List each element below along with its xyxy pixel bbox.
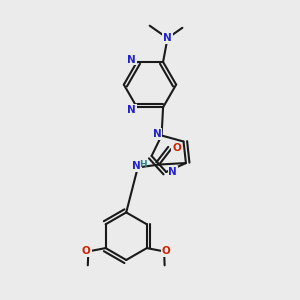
Text: O: O <box>162 246 170 256</box>
Text: N: N <box>163 33 172 43</box>
Text: H: H <box>139 160 147 169</box>
Text: N: N <box>132 161 141 171</box>
Text: N: N <box>153 129 161 139</box>
Text: O: O <box>82 246 91 256</box>
Text: N: N <box>127 55 136 64</box>
Text: N: N <box>127 105 136 115</box>
Text: N: N <box>168 167 177 177</box>
Text: O: O <box>172 143 181 154</box>
